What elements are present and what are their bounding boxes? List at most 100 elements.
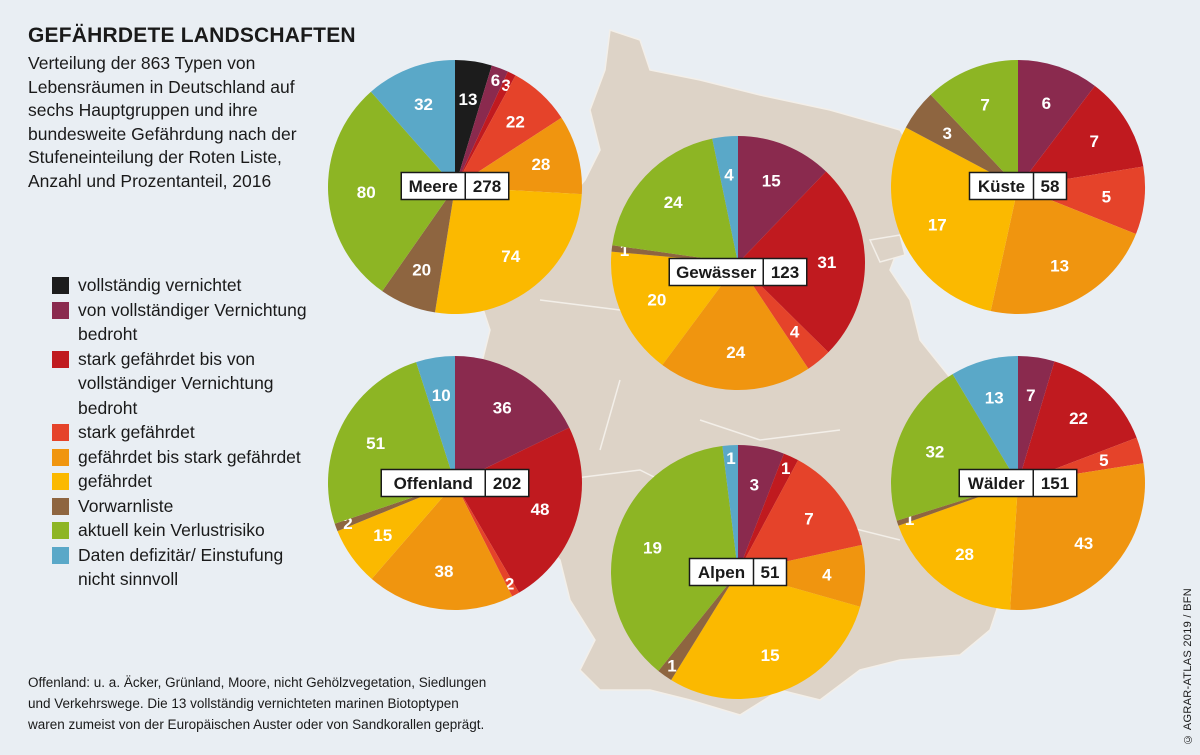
slice-value-label: 5 [1102, 188, 1111, 207]
pie-slice [371, 483, 513, 610]
slice-value-label: 15 [761, 646, 780, 665]
pie-slice [658, 572, 738, 680]
slice-value-label: 15 [373, 526, 392, 545]
pie-slice [1018, 60, 1095, 187]
pie-gewässer: 15 31 4 24 20 1 24 4 Gewässer 123 [611, 136, 865, 390]
credit: © AGRAR-ATLAS 2019 / BFN [1182, 587, 1194, 745]
slice-value-label: 24 [664, 193, 683, 212]
slice-value-label: 15 [762, 172, 781, 191]
slice-value-label: 2 [505, 574, 514, 593]
legend-label: vollständig vernichtet [78, 275, 242, 295]
pie-total-label: 123 [771, 263, 799, 282]
legend-swatch [52, 350, 69, 368]
pie-offenland: 36 48 2 38 15 2 51 10 Offenland 202 [328, 356, 582, 610]
legend-item: stark gefährdet [52, 420, 312, 445]
slice-value-label: 36 [493, 399, 512, 418]
legend-item: aktuell kein Verlustrisiko [52, 518, 312, 543]
pie-total-label: 278 [473, 177, 501, 196]
slice-value-label: 1 [781, 459, 790, 478]
pie-label-box [968, 171, 1068, 201]
legend-swatch [52, 546, 69, 564]
slice-value-label: 6 [491, 71, 500, 90]
pie-slice [738, 544, 865, 607]
pie-slice [610, 445, 738, 671]
pie-slice [455, 483, 520, 597]
pie-slice [738, 460, 863, 572]
legend-label: Daten defizitär/ Einstufung nicht sinnvo… [78, 544, 284, 590]
legend-label: aktuell kein Verlustrisiko [78, 520, 265, 540]
slice-value-label: 80 [357, 183, 376, 202]
pie-total-label: 58 [1041, 177, 1060, 196]
slice-value-label: 10 [432, 386, 451, 405]
pie-wälder: 7 22 5 43 28 1 32 13 Wälder 151 [891, 356, 1145, 610]
pie-name-label: Wälder [968, 474, 1025, 493]
slice-value-label: 13 [459, 90, 478, 109]
pie-total-label: 151 [1041, 474, 1069, 493]
legend-swatch [52, 424, 69, 441]
slice-value-label: 6 [1042, 94, 1051, 113]
pie-slice [671, 572, 861, 699]
pie-slice [1018, 85, 1144, 187]
slice-value-label: 19 [643, 539, 662, 558]
pie-name-label: Meere [409, 177, 458, 196]
slice-value-label: 74 [501, 247, 520, 266]
pie-slice [455, 71, 516, 187]
legend-item: gefährdet bis stark gefährdet [52, 445, 312, 470]
slice-value-label: 5 [1099, 451, 1108, 470]
slice-value-label: 3 [501, 76, 510, 95]
slice-value-label: 7 [980, 95, 989, 114]
pie-slice [416, 356, 455, 483]
pie-slice [612, 138, 738, 263]
pie-slice [1018, 356, 1055, 483]
pie-meere: 13 6 3 22 28 74 20 80 32 Meere 278 [328, 60, 583, 314]
pie-slice [455, 65, 508, 187]
legend-swatch [52, 473, 69, 490]
pie-slice [738, 136, 827, 263]
pie-slice [455, 60, 492, 187]
slice-value-label: 43 [1074, 534, 1093, 553]
pie-total-label: 202 [493, 474, 521, 493]
slice-value-label: 2 [343, 514, 352, 533]
pie-slice [952, 356, 1018, 483]
slice-value-label: 38 [435, 562, 454, 581]
slice-value-label: 28 [955, 545, 974, 564]
pie-slice [738, 445, 784, 572]
legend-item: stark gefährdet bis von vollständiger Ve… [52, 347, 312, 421]
legend-item: Vorwarnliste [52, 494, 312, 519]
slice-value-label: 7 [1089, 132, 1098, 151]
pie-slice [434, 187, 582, 314]
pie-label-box [668, 257, 808, 287]
slice-value-label: 4 [724, 166, 734, 185]
legend-swatch [52, 448, 69, 466]
legend-swatch [52, 497, 69, 515]
legend-swatch [52, 522, 69, 539]
pie-slice [382, 187, 455, 313]
pie-küste: 6 7 5 13 17 3 7 Küste 58 [890, 60, 1145, 315]
slice-value-label: 4 [822, 566, 832, 585]
legend-swatch [52, 277, 69, 294]
pie-slice [930, 60, 1018, 187]
pie-slice [328, 91, 455, 292]
slice-value-label: 51 [366, 434, 385, 453]
slice-value-label: 7 [804, 509, 813, 528]
legend-label: gefährdet [78, 471, 152, 491]
legend-item: von vollständiger Vernichtung bedroht [52, 298, 312, 347]
legend-item: gefährdet [52, 469, 312, 494]
pie-name-label: Küste [978, 177, 1025, 196]
slice-value-label: 1 [905, 510, 914, 529]
pie-label-box [380, 468, 530, 498]
legend-label: Vorwarnliste [78, 495, 174, 516]
pie-slice [662, 263, 809, 390]
legend-item: Daten defizitär/ Einstufung nicht sinnvo… [52, 543, 312, 592]
slice-value-label: 13 [985, 388, 1004, 407]
pie-slice [738, 263, 829, 369]
legend-item: vollständig vernichtet [52, 273, 312, 298]
legend-label: stark gefährdet bis von vollständiger Ve… [78, 348, 274, 418]
pie-slice [1010, 463, 1145, 610]
chart-title: GEFÄHRDETE LANDSCHAFTEN [28, 24, 356, 47]
slice-value-label: 1 [667, 656, 676, 675]
pie-label-box [958, 468, 1078, 498]
